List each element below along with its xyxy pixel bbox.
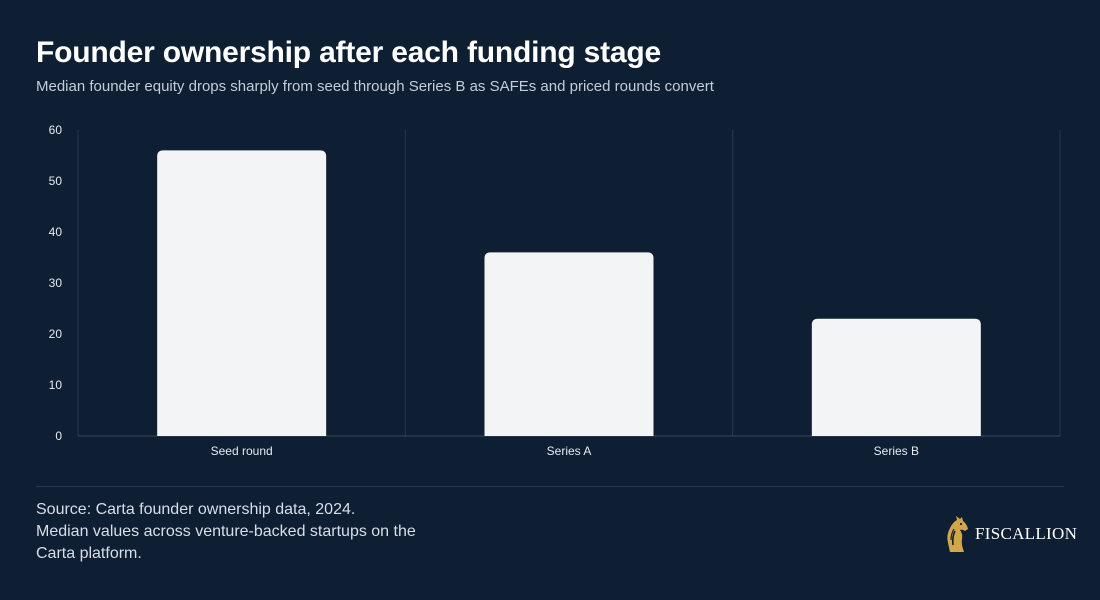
bar [484, 252, 654, 436]
source-line: Source: Carta founder ownership data, 20… [36, 501, 356, 518]
x-tick-label: Series A [547, 444, 592, 458]
bar [157, 150, 327, 436]
y-tick-label: 10 [49, 378, 63, 392]
y-tick-label: 50 [49, 174, 63, 188]
brand-logo: FISCALLION [944, 514, 1077, 554]
brand-name: FISCALLION [975, 524, 1078, 543]
footer-divider [36, 486, 1064, 487]
x-tick-label: Seed round [211, 444, 273, 458]
y-tick-label: 60 [49, 123, 63, 137]
bar-chart: 0 10 20 30 40 50 60 Seed round Series A Series B [49, 123, 1061, 458]
x-tick-label: Series B [874, 444, 919, 458]
y-tick-label: 40 [49, 225, 63, 239]
bar [811, 318, 981, 436]
chart-subtitle: Median founder equity drops sharply from… [36, 78, 714, 95]
y-tick-label: 0 [55, 429, 62, 443]
source-description: Median values across venture-backed star… [36, 523, 416, 562]
y-tick-label: 30 [49, 276, 63, 290]
chart-title: Founder ownership after each funding sta… [36, 36, 661, 69]
horse-head-logo-icon [947, 516, 968, 552]
source-note: Source: Carta founder ownership data, 20… [36, 499, 436, 565]
y-tick-label: 20 [49, 327, 63, 341]
